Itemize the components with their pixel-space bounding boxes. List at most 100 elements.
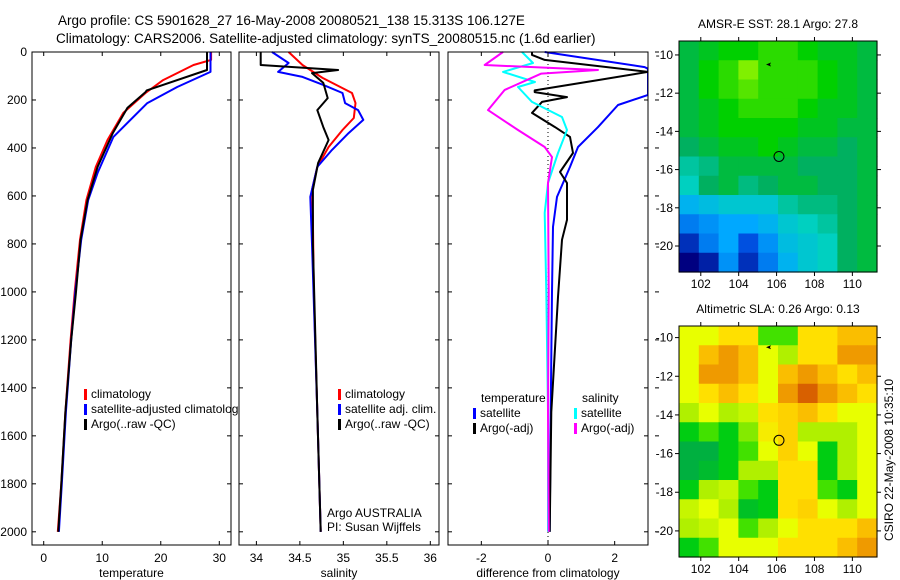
heatmap-cell [857,364,878,385]
heatmap-cell [817,480,838,500]
heatmap-cell [797,537,819,558]
heatmap-cell [857,422,878,443]
heatmap-cell [817,345,838,366]
heatmap-cell [837,364,858,385]
heatmap-cell [837,41,858,61]
heatmap-cell [797,252,819,273]
heatmap-cell [698,499,720,520]
heatmap-cell [718,137,739,158]
longitude-tick-label: 110 [843,562,862,576]
heatmap-cell [778,364,799,385]
longitude-tick-label: 102 [691,277,711,291]
y-tick-label: 600 [7,189,27,203]
heatmap-cell [738,98,759,119]
heatmap-cell [778,441,799,462]
heatmap-cell [698,98,720,119]
heatmap-cell [817,233,838,254]
latitude-tick-label: -16 [656,163,674,177]
figure-title-line1: Argo profile: CS 5901628_27 16-May-2008 … [58,13,525,28]
heatmap-cell [758,537,779,558]
heatmap-cell [778,326,799,346]
heatmap-cell [837,118,858,138]
heatmap-cell [857,98,878,119]
heatmap-cell [857,60,878,81]
longitude-tick-label: 104 [729,277,749,291]
heatmap-cell [797,364,819,385]
heatmap-cell [857,537,878,558]
heatmap-cell [758,326,779,346]
heatmap-cell [718,345,739,366]
heatmap-cell [758,60,779,81]
y-tick-label: 200 [7,93,27,107]
heatmap-cell [837,60,858,81]
heatmap-cell [837,195,858,215]
latitude-tick-label: -16 [656,447,674,461]
trajectory-arrow-icon [766,62,771,67]
heatmap-cell [698,383,720,404]
legend-label: climatology [345,387,405,401]
heatmap-cell [679,403,700,423]
heatmap-cell [718,175,739,196]
heatmap-cell [857,441,878,462]
heatmap-cell [837,137,858,158]
x-tick-label: 10 [96,551,110,565]
x-axis-label: difference from climatology [476,566,619,580]
heatmap-cell [698,233,720,254]
series-line-salinity-satellite [502,51,568,532]
heatmap-cell [817,118,838,138]
heatmap-cell [679,460,700,481]
x-tick-label: 0 [545,551,552,565]
y-tick-label: 800 [7,237,27,251]
heatmap-cell [758,422,779,443]
heatmap-cell [758,41,779,61]
heatmap-cell [778,537,799,558]
latitude-tick-label: -10 [656,48,674,62]
latitude-tick-label: -18 [656,201,674,215]
heatmap-cell [857,326,878,346]
series-line-argo-raw-qc- [57,52,208,532]
longitude-tick-label: 102 [691,562,711,576]
heatmap-cell [679,383,700,404]
x-axis-label: salinity [321,566,358,580]
argo-position-marker [773,150,785,162]
heatmap-cell [857,499,878,520]
heatmap-cell [679,364,700,385]
heatmap-cell [738,403,759,423]
heatmap-cell [698,252,720,273]
latitude-tick-label: -10 [656,331,674,345]
heatmap-cell [797,345,819,366]
heatmap-cell [837,175,858,196]
legend-label: Argo(-adj) [480,421,533,435]
heatmap-cell [698,364,720,385]
legend-label: satellite adj. clim. [345,402,436,416]
heatmap-cell [817,214,838,235]
heatmap-cell [857,79,878,100]
heatmap-cell [817,195,838,215]
longitude-tick-label: 104 [729,562,749,576]
x-tick-label: 34.5 [288,551,312,565]
heatmap-cell [738,233,759,254]
float-owner-annotation: Argo AUSTRALIA [327,506,422,520]
legend-label: Argo(-adj) [581,421,634,435]
heatmap-cell [718,118,739,138]
heatmap-cell [837,156,858,177]
heatmap-cell [778,41,799,61]
heatmap-cell [679,214,700,235]
heatmap-cell [778,214,799,235]
heatmap-cell [758,383,779,404]
heatmap-cell [837,537,858,558]
map-frame [678,325,878,558]
x-tick-label: 2 [611,551,618,565]
axes-box [238,51,440,546]
y-tick-label: 400 [7,141,27,155]
heatmap-cell [778,175,799,196]
heatmap-cell [758,118,779,138]
heatmap-cell [718,195,739,215]
latitude-tick-label: -14 [656,408,674,422]
heatmap-cell [778,499,799,520]
heatmap-cell [778,156,799,177]
heatmap-cell [837,441,858,462]
heatmap-cell [778,480,799,500]
